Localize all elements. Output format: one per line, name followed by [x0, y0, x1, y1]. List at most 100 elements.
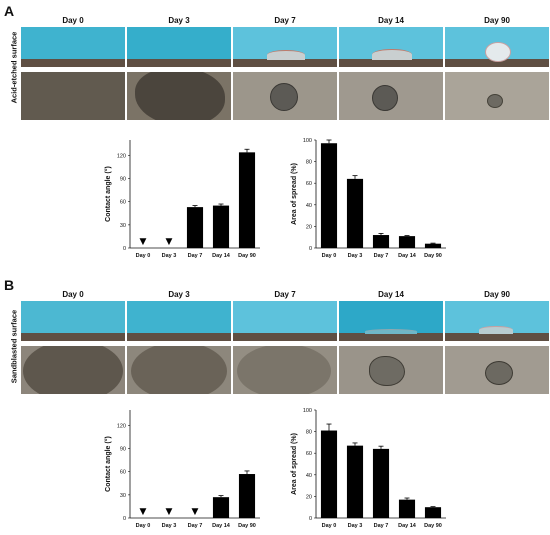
- panel-b-side-view-day14: [339, 301, 443, 341]
- droplet-cap: [372, 49, 412, 60]
- panel-b-top-view-day7: [233, 346, 337, 394]
- droplet-cap: [485, 42, 511, 62]
- y-tick-label: 60: [306, 451, 312, 457]
- y-tick-label: 0: [123, 516, 126, 522]
- y-axis-label: Contact angle (°): [104, 436, 112, 492]
- category-label: Day 14: [212, 523, 231, 529]
- y-tick-label: 80: [306, 430, 312, 436]
- category-label: Day 3: [348, 253, 363, 259]
- droplet: [485, 361, 513, 385]
- category-label: Day 14: [398, 523, 417, 529]
- panel-b-day-label-3: Day 14: [378, 290, 404, 299]
- y-tick-label: 60: [306, 181, 312, 187]
- y-tick-label: 60: [120, 200, 126, 206]
- bar: [372, 235, 390, 248]
- y-tick-label: 90: [120, 447, 126, 453]
- panel-a-top-view-day14: [339, 72, 443, 120]
- panel-a-day-label-0: Day 0: [62, 16, 84, 25]
- droplet-cap: [479, 326, 513, 334]
- y-tick-label: 0: [309, 516, 312, 522]
- y-tick-label: 40: [306, 203, 312, 209]
- droplet-cap: [365, 329, 417, 334]
- category-label: Day 0: [136, 523, 151, 529]
- category-label: Day 3: [348, 523, 363, 529]
- panel-a-area-spread-chart: 0 20 40 60 80 100 Area of spread (%) Day 0 Day 3…: [291, 138, 446, 259]
- bar: [346, 445, 364, 518]
- y-tick-label: 80: [306, 160, 312, 166]
- panel-b-side-view-day0: [21, 301, 125, 341]
- bar: [424, 507, 442, 518]
- wet-stain: [23, 346, 123, 394]
- bar: [372, 448, 390, 518]
- bar: [398, 236, 416, 248]
- panel-a-day-label-2: Day 7: [274, 16, 296, 25]
- y-axis-label: Contact angle (°): [104, 166, 112, 222]
- panel-b-day-label-0: Day 0: [62, 290, 84, 299]
- bar: [238, 474, 256, 518]
- y-tick-label: 20: [306, 224, 312, 230]
- y-tick-label: 40: [306, 473, 312, 479]
- category-label: Day 14: [398, 253, 417, 259]
- panel-b-day-label-2: Day 7: [274, 290, 296, 299]
- bar: [346, 178, 364, 248]
- droplet: [487, 94, 503, 108]
- y-tick-label: 0: [123, 246, 126, 252]
- panel-a-top-view-day90: [445, 72, 549, 120]
- bar: [212, 497, 230, 518]
- y-tick-label: 30: [120, 493, 126, 499]
- bar: [320, 143, 338, 248]
- panel-b-top-view-day3: [127, 346, 231, 394]
- panel-b-contact-angle-chart: 0 30 60 90 120 Contact angle (°) ▼ Day 0 ▼ Day 3 ▼…: [104, 410, 260, 529]
- category-label: Day 90: [238, 523, 256, 529]
- panel-b-top-view-day0: [21, 346, 125, 394]
- droplet: [270, 83, 298, 111]
- panel-a-day-label-4: Day 90: [484, 16, 510, 25]
- bar: [424, 243, 442, 248]
- panel-a-side-view-day14: [339, 27, 443, 67]
- droplet: [369, 356, 405, 386]
- category-label: Day 0: [322, 253, 337, 259]
- no-measurement-marker: ▼: [140, 507, 147, 517]
- y-tick-label: 100: [303, 138, 312, 144]
- y-tick-label: 0: [309, 246, 312, 252]
- panel-a-side-view-day3: [127, 27, 231, 67]
- panel-b-area-spread-chart: 0 20 40 60 80 100 Area of spread (%) Day 0 Day 3…: [291, 408, 446, 529]
- category-label: Day 3: [162, 523, 177, 529]
- panel-b-day-label-1: Day 3: [168, 290, 190, 299]
- y-axis-label: Area of spread (%): [291, 163, 298, 225]
- no-measurement-marker: ▼: [140, 237, 147, 247]
- y-tick-label: 30: [120, 223, 126, 229]
- category-label: Day 7: [374, 523, 389, 529]
- no-measurement-marker: ▼: [166, 237, 173, 247]
- panel-b-side-view-day3: [127, 301, 231, 341]
- droplet: [372, 85, 398, 111]
- category-label: Day 0: [136, 253, 151, 259]
- no-measurement-marker: ▼: [166, 507, 173, 517]
- category-label: Day 90: [238, 253, 256, 259]
- panel-b-side-view-day7: [233, 301, 337, 341]
- category-label: Day 90: [424, 253, 442, 259]
- bar: [238, 152, 256, 248]
- panel-a-surface-label: Acid-etched surface: [9, 31, 19, 104]
- droplet-cap: [267, 50, 305, 60]
- panel-a-side-view-day7: [233, 27, 337, 67]
- category-label: Day 90: [424, 523, 442, 529]
- wet-stain: [237, 346, 331, 394]
- category-label: Day 7: [188, 253, 203, 259]
- wet-stain: [131, 346, 227, 394]
- panel-letter-b: B: [4, 277, 15, 293]
- panel-a-top-view-day0: [21, 72, 125, 120]
- panel-a-day-label-3: Day 14: [378, 16, 404, 25]
- y-tick-label: 90: [120, 177, 126, 183]
- wet-stain: [135, 72, 225, 120]
- category-label: Day 7: [374, 253, 389, 259]
- bar: [398, 499, 416, 518]
- panel-a-top-view-day3: [127, 72, 231, 120]
- y-tick-label: 60: [120, 470, 126, 476]
- panel-a-top-view-day7: [233, 72, 337, 120]
- y-tick-label: 20: [306, 494, 312, 500]
- y-tick-label: 120: [117, 153, 126, 159]
- bar: [320, 430, 338, 518]
- category-label: Day 14: [212, 253, 231, 259]
- panel-b-surface-label: Sandblasted surface: [9, 309, 19, 384]
